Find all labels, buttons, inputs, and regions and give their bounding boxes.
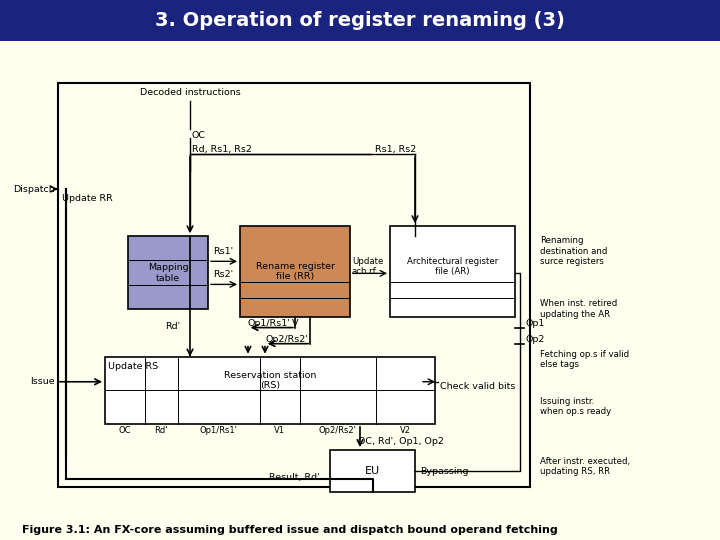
Text: Op1: Op1 xyxy=(525,319,544,328)
Text: Renaming
destination and
surce registers: Renaming destination and surce registers xyxy=(540,236,608,266)
Text: Rd, Rs1, Rs2: Rd, Rs1, Rs2 xyxy=(192,145,252,154)
Text: Result, Rd': Result, Rd' xyxy=(269,473,319,482)
Text: Op1/Rs1': Op1/Rs1' xyxy=(248,319,291,328)
Text: EU: EU xyxy=(365,466,380,476)
Text: Rs1': Rs1' xyxy=(213,247,233,256)
Bar xyxy=(330,450,415,492)
Text: Rd': Rd' xyxy=(165,321,180,330)
Bar xyxy=(390,226,515,316)
Text: OC: OC xyxy=(119,426,131,435)
Text: Op2: Op2 xyxy=(525,335,544,343)
Text: Rename register
file (RR): Rename register file (RR) xyxy=(256,262,335,281)
Bar xyxy=(58,83,530,487)
Bar xyxy=(105,356,435,424)
Bar xyxy=(128,236,208,309)
Text: Rd': Rd' xyxy=(154,426,168,435)
Text: Op2/Rs2': Op2/Rs2' xyxy=(265,335,307,343)
Text: Op1/Rs1': Op1/Rs1' xyxy=(200,426,238,435)
Text: After instr. executed,
updating RS, RR: After instr. executed, updating RS, RR xyxy=(540,457,630,476)
Text: Reservation station
(RS): Reservation station (RS) xyxy=(224,370,316,390)
Text: Issuing instr.
when op.s ready: Issuing instr. when op.s ready xyxy=(540,397,611,416)
Text: Figure 3.1: An FX-core assuming buffered issue and dispatch bound operand fetchi: Figure 3.1: An FX-core assuming buffered… xyxy=(22,524,557,535)
Text: Update RS: Update RS xyxy=(108,362,158,370)
Text: V: V xyxy=(292,319,298,328)
Text: Architectural register
file (AR): Architectural register file (AR) xyxy=(407,256,498,276)
Text: Dispatch: Dispatch xyxy=(13,185,55,193)
Text: Fetching op.s if valid
else tags: Fetching op.s if valid else tags xyxy=(540,349,629,369)
Text: V2: V2 xyxy=(400,426,411,435)
Text: When inst. retired
updating the AR: When inst. retired updating the AR xyxy=(540,300,617,319)
Text: V1: V1 xyxy=(274,426,285,435)
Text: 3. Operation of register renaming (3): 3. Operation of register renaming (3) xyxy=(155,11,565,30)
Text: Update RR: Update RR xyxy=(62,194,113,203)
Text: OC: OC xyxy=(192,131,206,140)
Text: OC, Rd', Op1, Op2: OC, Rd', Op1, Op2 xyxy=(358,437,444,446)
Text: Bypassing: Bypassing xyxy=(420,467,469,476)
Text: Rs1, Rs2: Rs1, Rs2 xyxy=(375,145,416,154)
Text: Mapping
table: Mapping table xyxy=(148,263,189,282)
Text: Rs2': Rs2' xyxy=(213,271,233,279)
Text: Update
ach.rf.: Update ach.rf. xyxy=(352,256,383,276)
Text: Op2/Rs2': Op2/Rs2' xyxy=(319,426,356,435)
Bar xyxy=(240,226,350,316)
Text: Decoded instructions: Decoded instructions xyxy=(140,87,240,97)
Text: Issue: Issue xyxy=(30,377,55,386)
Text: Check valid bits: Check valid bits xyxy=(440,382,516,391)
